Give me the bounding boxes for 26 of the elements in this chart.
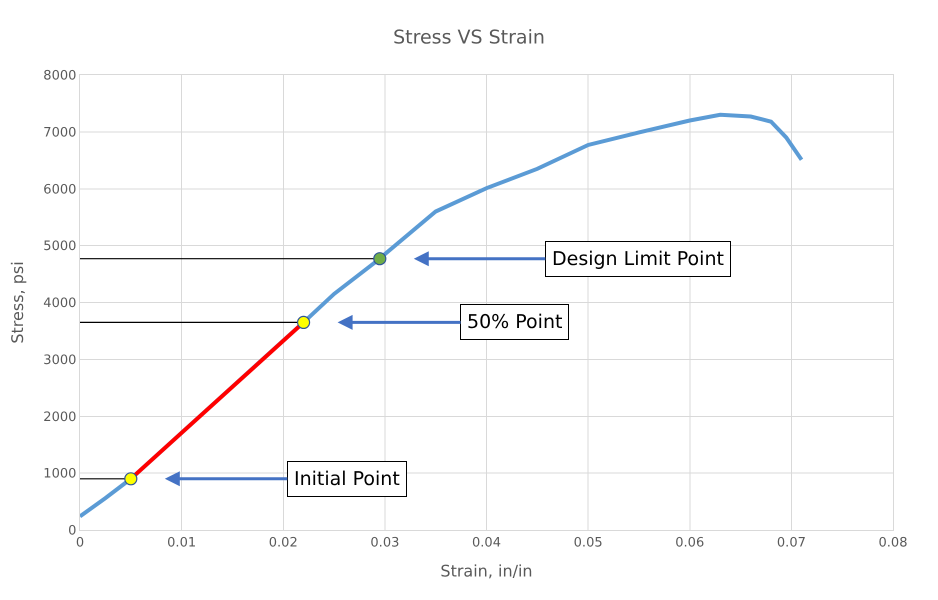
y-tick-label: 7000 bbox=[43, 125, 76, 140]
x-tick-label: 0.05 bbox=[574, 536, 603, 551]
annotation: Initial Point bbox=[294, 468, 400, 490]
x-tick-label: 0.02 bbox=[268, 536, 298, 551]
x-axis-title: Strain, in/in bbox=[440, 561, 533, 580]
y-tick-label: 4000 bbox=[43, 296, 76, 312]
x-tick-label: 0.01 bbox=[167, 536, 196, 551]
x-tick-label: 0.07 bbox=[776, 536, 806, 551]
x-tick-label: 0.04 bbox=[472, 536, 501, 551]
x-tick-label: 0.06 bbox=[675, 536, 704, 551]
y-tick-label: 6000 bbox=[43, 182, 76, 198]
y-tick-label: 8000 bbox=[43, 68, 76, 84]
annotation: 50% Point bbox=[467, 311, 562, 333]
point bbox=[124, 472, 138, 486]
annotation: Design Limit Point bbox=[552, 248, 724, 270]
x-tick-label: 0.08 bbox=[878, 536, 908, 551]
chart-title: Stress VS Strain bbox=[393, 26, 545, 48]
y-tick-label: 5000 bbox=[43, 239, 76, 254]
y-tick-label: 0 bbox=[68, 524, 76, 539]
point bbox=[373, 252, 386, 266]
x-tick-label: 0.03 bbox=[370, 536, 400, 551]
point bbox=[296, 316, 310, 330]
y-tick-label: 3000 bbox=[43, 352, 76, 368]
y-tick-label: 1000 bbox=[43, 466, 76, 482]
y-tick-label: 2000 bbox=[43, 410, 76, 425]
y-axis-title: Stress, psi bbox=[8, 261, 28, 344]
